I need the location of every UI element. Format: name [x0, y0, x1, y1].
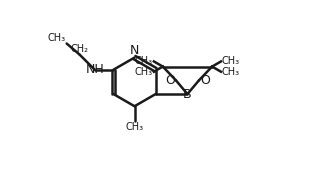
Text: CH₃: CH₃ [126, 122, 143, 132]
Text: NH: NH [85, 63, 104, 76]
Text: B: B [183, 88, 192, 101]
Text: O: O [200, 74, 210, 87]
Text: O: O [165, 74, 175, 87]
Text: CH₃: CH₃ [135, 56, 153, 66]
Text: CH₃: CH₃ [222, 56, 240, 66]
Text: CH₃: CH₃ [222, 67, 240, 77]
Text: CH₂: CH₂ [71, 44, 89, 54]
Text: N: N [130, 44, 139, 57]
Text: CH₃: CH₃ [48, 32, 66, 43]
Text: CH₃: CH₃ [135, 67, 153, 77]
